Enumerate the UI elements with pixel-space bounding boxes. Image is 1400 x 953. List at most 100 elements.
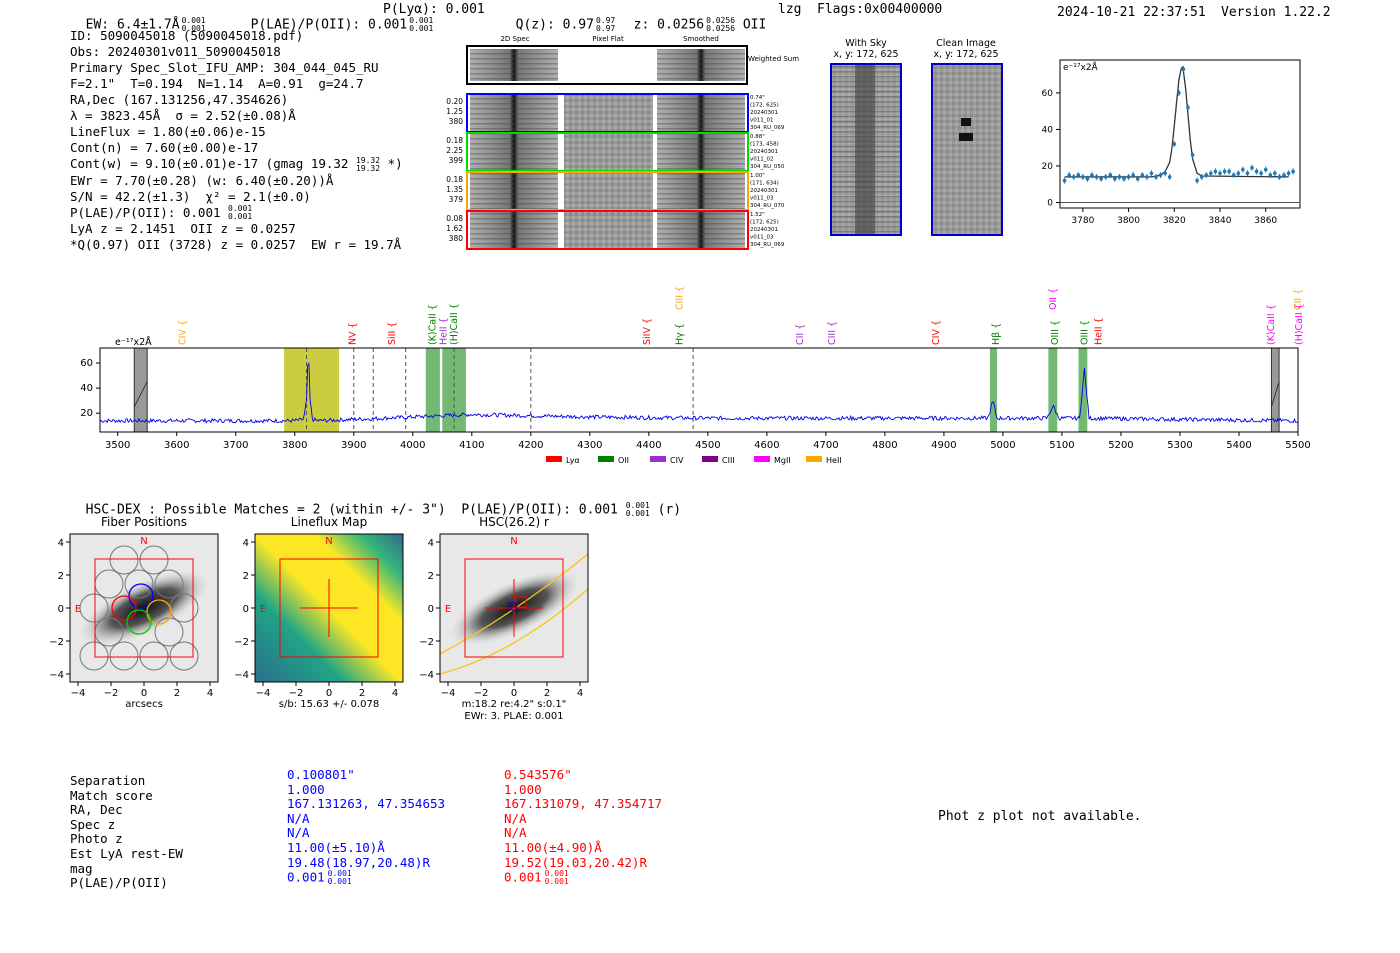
- svg-text:(H)CaII {: (H)CaII {: [1294, 303, 1305, 345]
- linefit-data-point: [1263, 167, 1268, 172]
- svg-text:SiIV {: SiIV {: [642, 318, 653, 345]
- svg-text:CII {: CII {: [1293, 289, 1304, 310]
- cutout-stat: 0.18: [446, 136, 463, 145]
- spectrum-xtick: 4100: [459, 440, 484, 451]
- spectrum-bg: [100, 348, 1298, 432]
- match-1-value: 167.131263, 47.354653: [287, 796, 446, 812]
- match-label: Est LyA rest-EW: [70, 845, 183, 861]
- panel-xtick: 2: [359, 688, 365, 699]
- panel-xtick: −4: [441, 688, 456, 699]
- linefit-data-point: [1085, 176, 1090, 181]
- svg-text:OIII {: OIII {: [1050, 320, 1061, 345]
- east-label-1: E: [75, 604, 81, 615]
- spectrum-xtick: 4000: [400, 440, 425, 451]
- info-lya-z: LyA z = 2.1451 OII z = 0.0257: [70, 221, 296, 236]
- match-2-plae-range: 0.001 0.001: [544, 869, 569, 887]
- linefit-data-point: [1090, 173, 1094, 177]
- linefit-data-point: [1236, 171, 1241, 176]
- linefit-data-point: [1158, 173, 1163, 177]
- panel-xtick: 4: [577, 688, 583, 699]
- cutout-stat: 1.62: [446, 224, 463, 233]
- linefit-data-point: [1227, 169, 1231, 174]
- spectrum-xtick: 3800: [282, 440, 307, 451]
- info-block: ID: 5090045018 (5090045018.pdf) Obs: 202…: [70, 28, 403, 253]
- aperture-box: [94, 558, 194, 658]
- info-cont-w: Cont(w) = 9.10(±0.01)e-17 (gmag 19.32 19…: [70, 155, 403, 173]
- linefit-data-point: [1250, 166, 1254, 170]
- spectrum-ytick: 40: [80, 383, 93, 394]
- linefit-xtick: 3820: [1163, 216, 1186, 226]
- svg-text:OIII {: OIII {: [1079, 320, 1090, 345]
- linefit-data-point: [1291, 169, 1295, 174]
- spectrum-masked-band: [133, 347, 148, 433]
- clean-image: [931, 63, 1003, 236]
- svg-text:HeII {: HeII {: [438, 317, 449, 345]
- spectrum-line-label: CIII {: [827, 321, 838, 345]
- linefit-data-point: [1117, 175, 1122, 179]
- svg-text:(H)CaII {: (H)CaII {: [449, 303, 460, 345]
- legend-label: CIV: [670, 456, 684, 465]
- spectrum-xtick: 3500: [105, 440, 130, 451]
- spectrum-xtick: 4500: [695, 440, 720, 451]
- cutout-pixelflat: [564, 173, 653, 209]
- cutout-stat: 0.20: [446, 97, 463, 106]
- match-1-plae-range: 0.001 0.001: [327, 869, 352, 887]
- match-2-value: 1.000: [504, 781, 542, 797]
- linefit-data-point: [1154, 175, 1158, 179]
- panel-xtick: 2: [174, 688, 180, 699]
- match-1-value: 0.100801": [287, 767, 355, 782]
- linefit-data-point: [1122, 176, 1126, 181]
- linefit-data-point: [1195, 178, 1199, 183]
- info-id: ID: 5090045018 (5090045018.pdf): [70, 28, 304, 43]
- spectrum-ytick: 20: [80, 408, 93, 419]
- cutout-meta: 304_RU_069: [750, 242, 785, 248]
- spectrum-ytick: 60: [80, 358, 93, 369]
- cut-col-pixelflat: Pixel Flat: [592, 35, 624, 43]
- cutout-meta: v011_03: [750, 196, 774, 202]
- legend-swatch: [754, 456, 770, 462]
- spectrum-line-label: OII {: [1048, 288, 1059, 310]
- linefit-ytick: 0: [1047, 199, 1053, 209]
- linefit-data-point: [1245, 171, 1250, 176]
- linefit-data-point: [1126, 175, 1131, 179]
- spectrum-line-label: SiII {: [387, 322, 398, 345]
- fiber-orange: [146, 599, 172, 625]
- hsc-panels: Fiber Positions Lineflux Map HSC(26.2) r…: [49, 515, 589, 722]
- match-1-value: N/A: [287, 810, 310, 826]
- info-q-oii: *Q(0.97) OII (3728) z = 0.0257 EW r = 19…: [70, 237, 402, 252]
- linefit-data-point: [1071, 175, 1076, 179]
- panel-ytick: 4: [428, 538, 434, 549]
- linefit-data-point: [1167, 175, 1172, 179]
- legend-swatch: [702, 456, 718, 462]
- spectral-cutouts: 2D Spec Pixel Flat Smoothed Weighted Sum…: [446, 35, 799, 250]
- weighted-sum-frame: [466, 45, 748, 85]
- linefit-data-point: [1062, 178, 1067, 183]
- cutout-stat: 1.25: [446, 107, 463, 116]
- cutout-stat: 380: [449, 117, 464, 126]
- spectrum-line-label: CIII {: [675, 286, 686, 310]
- header-version: Version 1.22.2: [1221, 5, 1331, 20]
- panel-lineflux-map: N E: [254, 533, 404, 683]
- linefit-data-point: [1145, 175, 1149, 179]
- spectrum-line-label: Hγ {: [675, 323, 686, 345]
- header-ew: EW: 6.4±1.7Å 0.001 0.001: [85, 16, 206, 33]
- east-label-3: E: [445, 604, 451, 615]
- east-label-2: E: [260, 604, 266, 615]
- cutout-meta: (172, 625): [750, 103, 779, 109]
- svg-text:CIII {: CIII {: [675, 286, 686, 310]
- spectrum-line-label: (K)CaII {: [427, 304, 438, 345]
- linefit-data-point: [1254, 169, 1259, 174]
- panel-xtick: 2: [544, 688, 550, 699]
- cutout-meta: 304_RU_070: [750, 203, 785, 209]
- linefit-data-point: [1172, 142, 1177, 146]
- panel-xtick: 0: [141, 688, 147, 699]
- cutout-stat: 2.25: [446, 146, 463, 155]
- info-cont-n: Cont(n) = 7.60(±0.00)e-17: [70, 140, 259, 155]
- spectrum-line-label: CII {: [795, 324, 806, 345]
- panel-ytick: 2: [428, 571, 434, 582]
- cutout-pixelflat: [564, 134, 653, 170]
- spectrum-line-band: [989, 348, 998, 432]
- legend-swatch: [546, 456, 562, 462]
